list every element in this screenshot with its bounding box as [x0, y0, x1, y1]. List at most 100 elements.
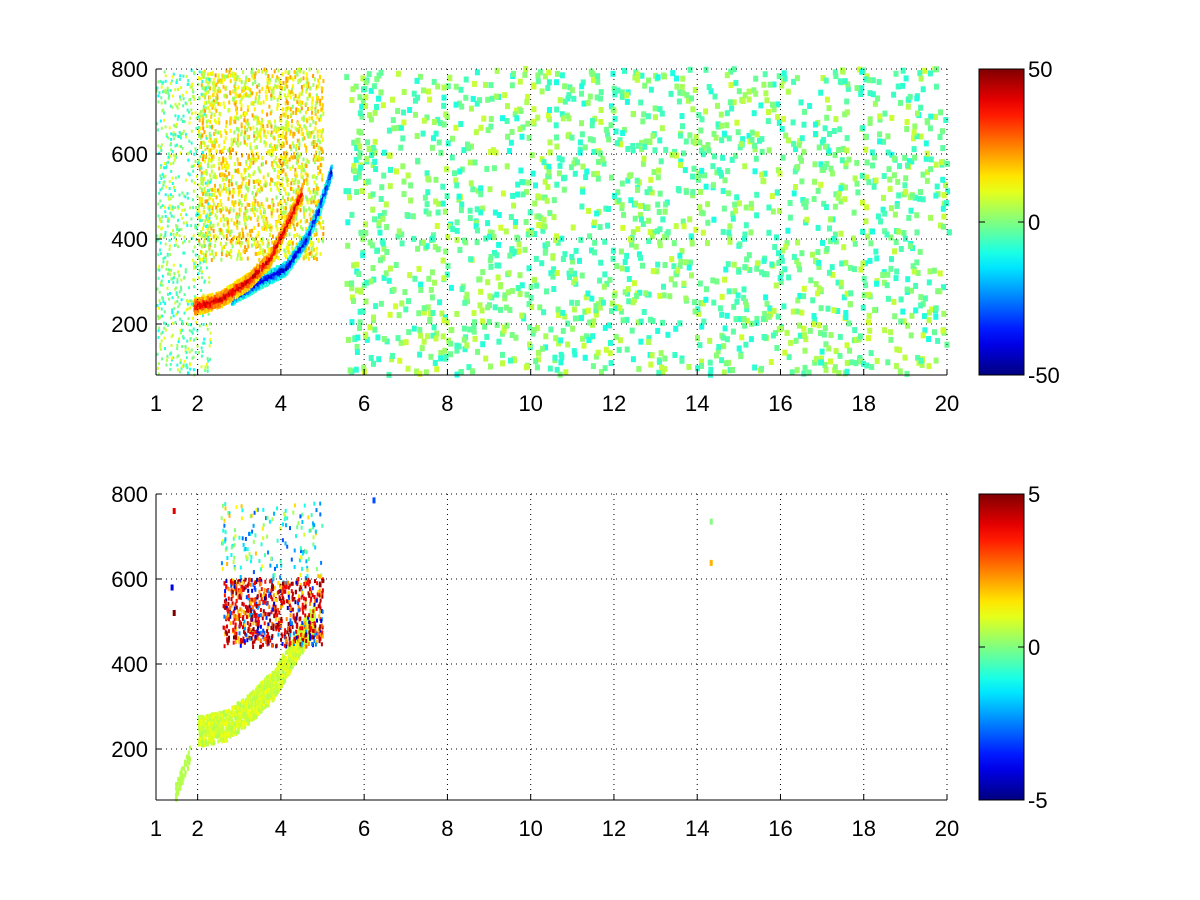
heatmap-cell [309, 208, 312, 213]
heatmap-cell [286, 93, 289, 98]
heatmap-cell [276, 84, 279, 89]
heatmap-cell [228, 190, 231, 195]
heatmap-cell [322, 201, 325, 206]
heatmap-cell [160, 96, 163, 100]
heatmap-cell [291, 196, 294, 201]
heatmap-cell [231, 194, 234, 199]
heatmap-cell [280, 114, 283, 119]
heatmap-cell [220, 304, 223, 309]
heatmap-cell [218, 120, 221, 125]
heatmap-cell [264, 134, 267, 139]
heatmap-cell [300, 103, 303, 108]
heatmap-cell [167, 197, 170, 201]
heatmap-cell [196, 211, 199, 215]
heatmap-cell [286, 114, 289, 119]
heatmap-cell [251, 73, 253, 78]
heatmap-cell [272, 275, 274, 280]
heatmap-cell [208, 204, 211, 209]
heatmap-cell [255, 136, 258, 141]
heatmap-cell [283, 261, 286, 266]
heatmap-cell [246, 127, 249, 132]
heatmap-cell [170, 132, 173, 136]
heatmap-cell [177, 245, 180, 249]
heatmap-cell [175, 125, 178, 129]
heatmap-cell [193, 152, 196, 156]
heatmap-cell [230, 137, 233, 142]
heatmap-cell [330, 164, 333, 169]
heatmap-cell [200, 181, 203, 185]
heatmap-cell [290, 124, 293, 129]
heatmap-cell [288, 232, 291, 237]
heatmap-cell [170, 207, 173, 211]
heatmap-cell [199, 77, 202, 81]
heatmap-cell [231, 174, 233, 179]
heatmap-cell [314, 126, 317, 131]
heatmap-cell [245, 120, 248, 125]
heatmap-cell [211, 249, 214, 254]
heatmap-cell [543, 333, 549, 340]
heatmap-cell [164, 79, 167, 83]
heatmap-cell [183, 239, 186, 243]
heatmap-cell [249, 93, 252, 98]
heatmap-cell [253, 273, 256, 278]
heatmap-cell [158, 151, 161, 155]
heatmap-cell [252, 157, 255, 162]
heatmap-cell [248, 284, 251, 289]
heatmap-cell [174, 301, 177, 305]
heatmap-cell [198, 118, 201, 123]
heatmap-cell [244, 125, 246, 130]
heatmap-cell [318, 220, 320, 225]
heatmap-cell [171, 207, 174, 210]
heatmap-cell [247, 244, 250, 249]
heatmap-cell [162, 300, 165, 304]
heatmap-cell [297, 68, 300, 73]
heatmap-cell [164, 347, 166, 351]
heatmap-cell [297, 195, 300, 200]
heatmap-cell [267, 248, 270, 252]
heatmap-cell [212, 202, 215, 207]
heatmap-cell [212, 304, 215, 309]
heatmap-cell [245, 280, 247, 285]
heatmap-cell [300, 198, 303, 203]
heatmap-cell [246, 134, 249, 139]
heatmap-cell [248, 179, 251, 184]
heatmap-cell [163, 166, 166, 170]
heatmap-cell [928, 156, 934, 163]
heatmap-cell [202, 300, 205, 305]
heatmap-cell [209, 212, 212, 216]
heatmap-cell [765, 118, 771, 125]
heatmap-cell [271, 146, 273, 150]
heatmap-cell [175, 312, 178, 316]
heatmap-cell [289, 267, 291, 272]
heatmap-cell [308, 134, 311, 139]
heatmap-cell [235, 94, 237, 99]
heatmap-cell [192, 258, 195, 262]
heatmap-cell [239, 93, 242, 98]
heatmap-cell [191, 198, 194, 202]
heatmap-cell [851, 209, 857, 216]
heatmap-cell [234, 88, 236, 93]
heatmap-cell [278, 142, 281, 147]
heatmap-cell [209, 71, 212, 76]
heatmap-cell [267, 262, 270, 267]
heatmap-cell [305, 145, 308, 150]
heatmap-cell [213, 102, 216, 106]
heatmap-cell [192, 302, 195, 306]
heatmap-cell [261, 237, 264, 242]
heatmap-cell [315, 93, 318, 98]
heatmap-cell [317, 237, 320, 242]
heatmap-cell [251, 237, 254, 241]
heatmap-cell [163, 321, 165, 325]
heatmap-cell [175, 233, 178, 237]
heatmap-cell [186, 152, 189, 156]
heatmap-cell [225, 131, 228, 136]
heatmap-cell [204, 91, 207, 96]
heatmap-cell [280, 118, 283, 123]
heatmap-cell [310, 254, 313, 258]
heatmap-cell [179, 151, 182, 155]
heatmap-cell [349, 294, 355, 301]
heatmap-cell [205, 79, 208, 84]
heatmap-cell [281, 236, 284, 241]
heatmap-cell [203, 186, 206, 190]
heatmap-cell [828, 358, 833, 365]
